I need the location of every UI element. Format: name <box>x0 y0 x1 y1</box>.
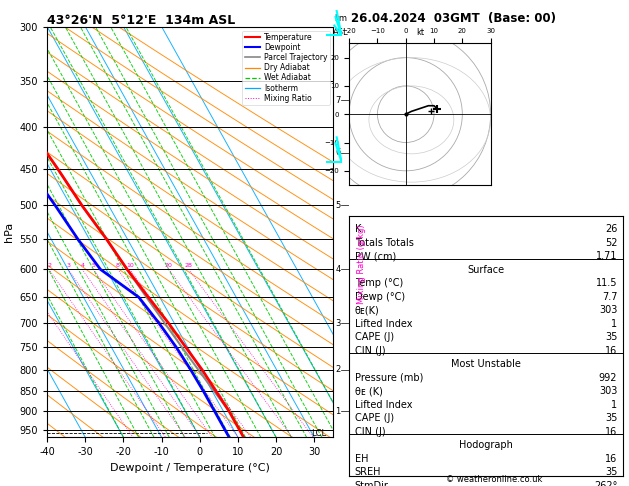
Text: 4: 4 <box>335 265 340 274</box>
Text: Pressure (mb): Pressure (mb) <box>355 373 423 383</box>
Text: km: km <box>335 14 348 23</box>
Text: 43°26'N  5°12'E  134m ASL: 43°26'N 5°12'E 134m ASL <box>47 14 235 27</box>
Text: StmDir: StmDir <box>355 481 389 486</box>
Text: 35: 35 <box>605 414 617 423</box>
Text: Hodograph: Hodograph <box>459 440 513 451</box>
Legend: Temperature, Dewpoint, Parcel Trajectory, Dry Adiabat, Wet Adiabat, Isotherm, Mi: Temperature, Dewpoint, Parcel Trajectory… <box>242 31 330 105</box>
Text: Totals Totals: Totals Totals <box>355 238 413 247</box>
Text: 3: 3 <box>335 319 340 328</box>
Text: 1: 1 <box>611 400 617 410</box>
Text: LCL: LCL <box>311 429 326 437</box>
Text: CIN (J): CIN (J) <box>355 346 385 356</box>
Text: 2: 2 <box>47 263 51 268</box>
Text: 7.7: 7.7 <box>602 292 617 302</box>
Text: Mixing Ratio (g/kg): Mixing Ratio (g/kg) <box>357 225 366 304</box>
Text: Most Unstable: Most Unstable <box>451 359 521 369</box>
X-axis label: Dewpoint / Temperature (°C): Dewpoint / Temperature (°C) <box>110 463 270 473</box>
Text: θᴇ (K): θᴇ (K) <box>355 386 382 396</box>
Text: 1: 1 <box>335 407 340 416</box>
Text: K: K <box>355 224 361 234</box>
Text: 1: 1 <box>611 319 617 329</box>
Text: 5: 5 <box>335 201 340 210</box>
Text: ASL: ASL <box>333 28 349 37</box>
Text: Surface: Surface <box>467 265 504 275</box>
Text: kt: kt <box>416 28 424 37</box>
Text: CAPE (J): CAPE (J) <box>355 332 394 342</box>
Text: 3: 3 <box>66 263 70 268</box>
Text: θᴇ(K): θᴇ(K) <box>355 305 379 315</box>
Text: 16: 16 <box>605 427 617 437</box>
Text: 303: 303 <box>599 305 617 315</box>
Text: 52: 52 <box>604 238 617 247</box>
Text: © weatheronline.co.uk: © weatheronline.co.uk <box>445 474 542 484</box>
Text: 20: 20 <box>165 263 173 268</box>
Text: 4: 4 <box>80 263 84 268</box>
Text: 35: 35 <box>605 468 617 477</box>
Text: 7: 7 <box>335 96 340 104</box>
Text: 992: 992 <box>599 373 617 383</box>
Y-axis label: hPa: hPa <box>4 222 14 242</box>
Text: 11.5: 11.5 <box>596 278 617 288</box>
Text: 2: 2 <box>335 365 340 375</box>
Text: CIN (J): CIN (J) <box>355 427 385 437</box>
Text: 28: 28 <box>185 263 192 268</box>
Text: EH: EH <box>355 454 368 464</box>
Text: 6: 6 <box>335 148 340 157</box>
Text: 262°: 262° <box>594 481 617 486</box>
Text: 16: 16 <box>605 454 617 464</box>
Text: 10: 10 <box>126 263 134 268</box>
Text: Dewp (°C): Dewp (°C) <box>355 292 404 302</box>
Text: 1.71: 1.71 <box>596 251 617 261</box>
Text: Temp (°C): Temp (°C) <box>355 278 403 288</box>
Text: Lifted Index: Lifted Index <box>355 319 412 329</box>
Text: 26: 26 <box>605 224 617 234</box>
Text: PW (cm): PW (cm) <box>355 251 396 261</box>
Text: 8: 8 <box>116 263 120 268</box>
Text: 35: 35 <box>605 332 617 342</box>
Text: 26.04.2024  03GMT  (Base: 00): 26.04.2024 03GMT (Base: 00) <box>351 12 556 25</box>
Text: 5: 5 <box>91 263 96 268</box>
Text: SREH: SREH <box>355 468 381 477</box>
Text: Lifted Index: Lifted Index <box>355 400 412 410</box>
Text: 16: 16 <box>605 346 617 356</box>
Text: CAPE (J): CAPE (J) <box>355 414 394 423</box>
Text: 303: 303 <box>599 386 617 396</box>
